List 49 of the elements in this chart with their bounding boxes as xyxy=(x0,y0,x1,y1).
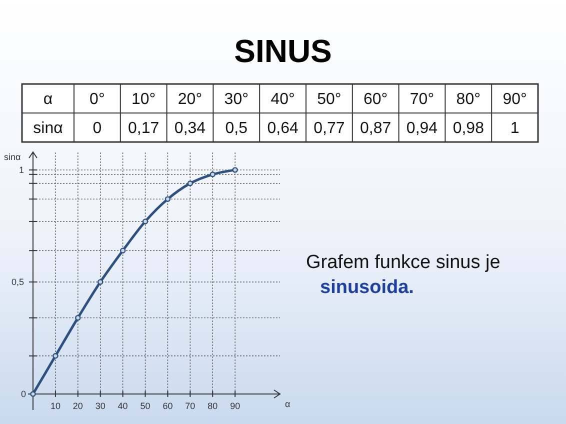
text: 50° xyxy=(317,91,342,108)
y-tick-label: 1 xyxy=(18,164,24,175)
text: 0,94 xyxy=(406,120,438,137)
text: 90° xyxy=(502,91,527,108)
text: Grafem funkce sinus je xyxy=(306,252,500,273)
text: sinα xyxy=(33,120,63,137)
x-tick-label: 20 xyxy=(72,401,83,411)
point xyxy=(30,391,36,397)
text: 0,17 xyxy=(128,120,160,137)
text: 0° xyxy=(90,91,105,108)
text: 80° xyxy=(456,91,480,108)
point xyxy=(210,172,216,178)
point xyxy=(52,353,58,359)
x-tick-label: 90 xyxy=(230,401,240,411)
text: 20° xyxy=(178,91,202,108)
y-tick-label: 0 xyxy=(20,389,26,399)
text: 0 xyxy=(92,120,102,137)
point xyxy=(120,248,126,254)
text: 30° xyxy=(224,91,248,108)
text: 0,87 xyxy=(360,120,392,137)
point xyxy=(98,279,104,285)
point xyxy=(187,180,194,186)
point xyxy=(164,196,171,202)
y-axis-title: sinα xyxy=(4,152,21,162)
text: 0,34 xyxy=(174,120,206,137)
x-tick-label: 50 xyxy=(140,401,150,411)
point xyxy=(232,167,238,173)
x-tick-label: 40 xyxy=(118,401,128,411)
text: 1 xyxy=(510,120,520,137)
text: sinusoida. xyxy=(320,277,414,298)
x-tick-label: 70 xyxy=(185,401,196,411)
text: 10° xyxy=(132,91,156,108)
point xyxy=(75,314,81,321)
x-tick-label: 60 xyxy=(162,401,173,411)
text: 0,77 xyxy=(314,120,345,137)
y-tick-label: 0,5 xyxy=(11,276,24,287)
text: 60° xyxy=(364,91,388,108)
text: 40° xyxy=(270,91,295,108)
text: 0,64 xyxy=(267,120,298,137)
point xyxy=(142,218,148,224)
text: 0,98 xyxy=(452,120,484,137)
text: α xyxy=(43,91,53,108)
x-axis-title: α xyxy=(285,399,290,409)
x-tick-label: 10 xyxy=(50,401,60,411)
text: 70° xyxy=(410,91,434,108)
x-tick-label: 30 xyxy=(95,401,106,411)
x-tick-label: 80 xyxy=(208,401,218,411)
chart-title: SINUS xyxy=(234,33,332,69)
text: 0,5 xyxy=(225,120,248,137)
